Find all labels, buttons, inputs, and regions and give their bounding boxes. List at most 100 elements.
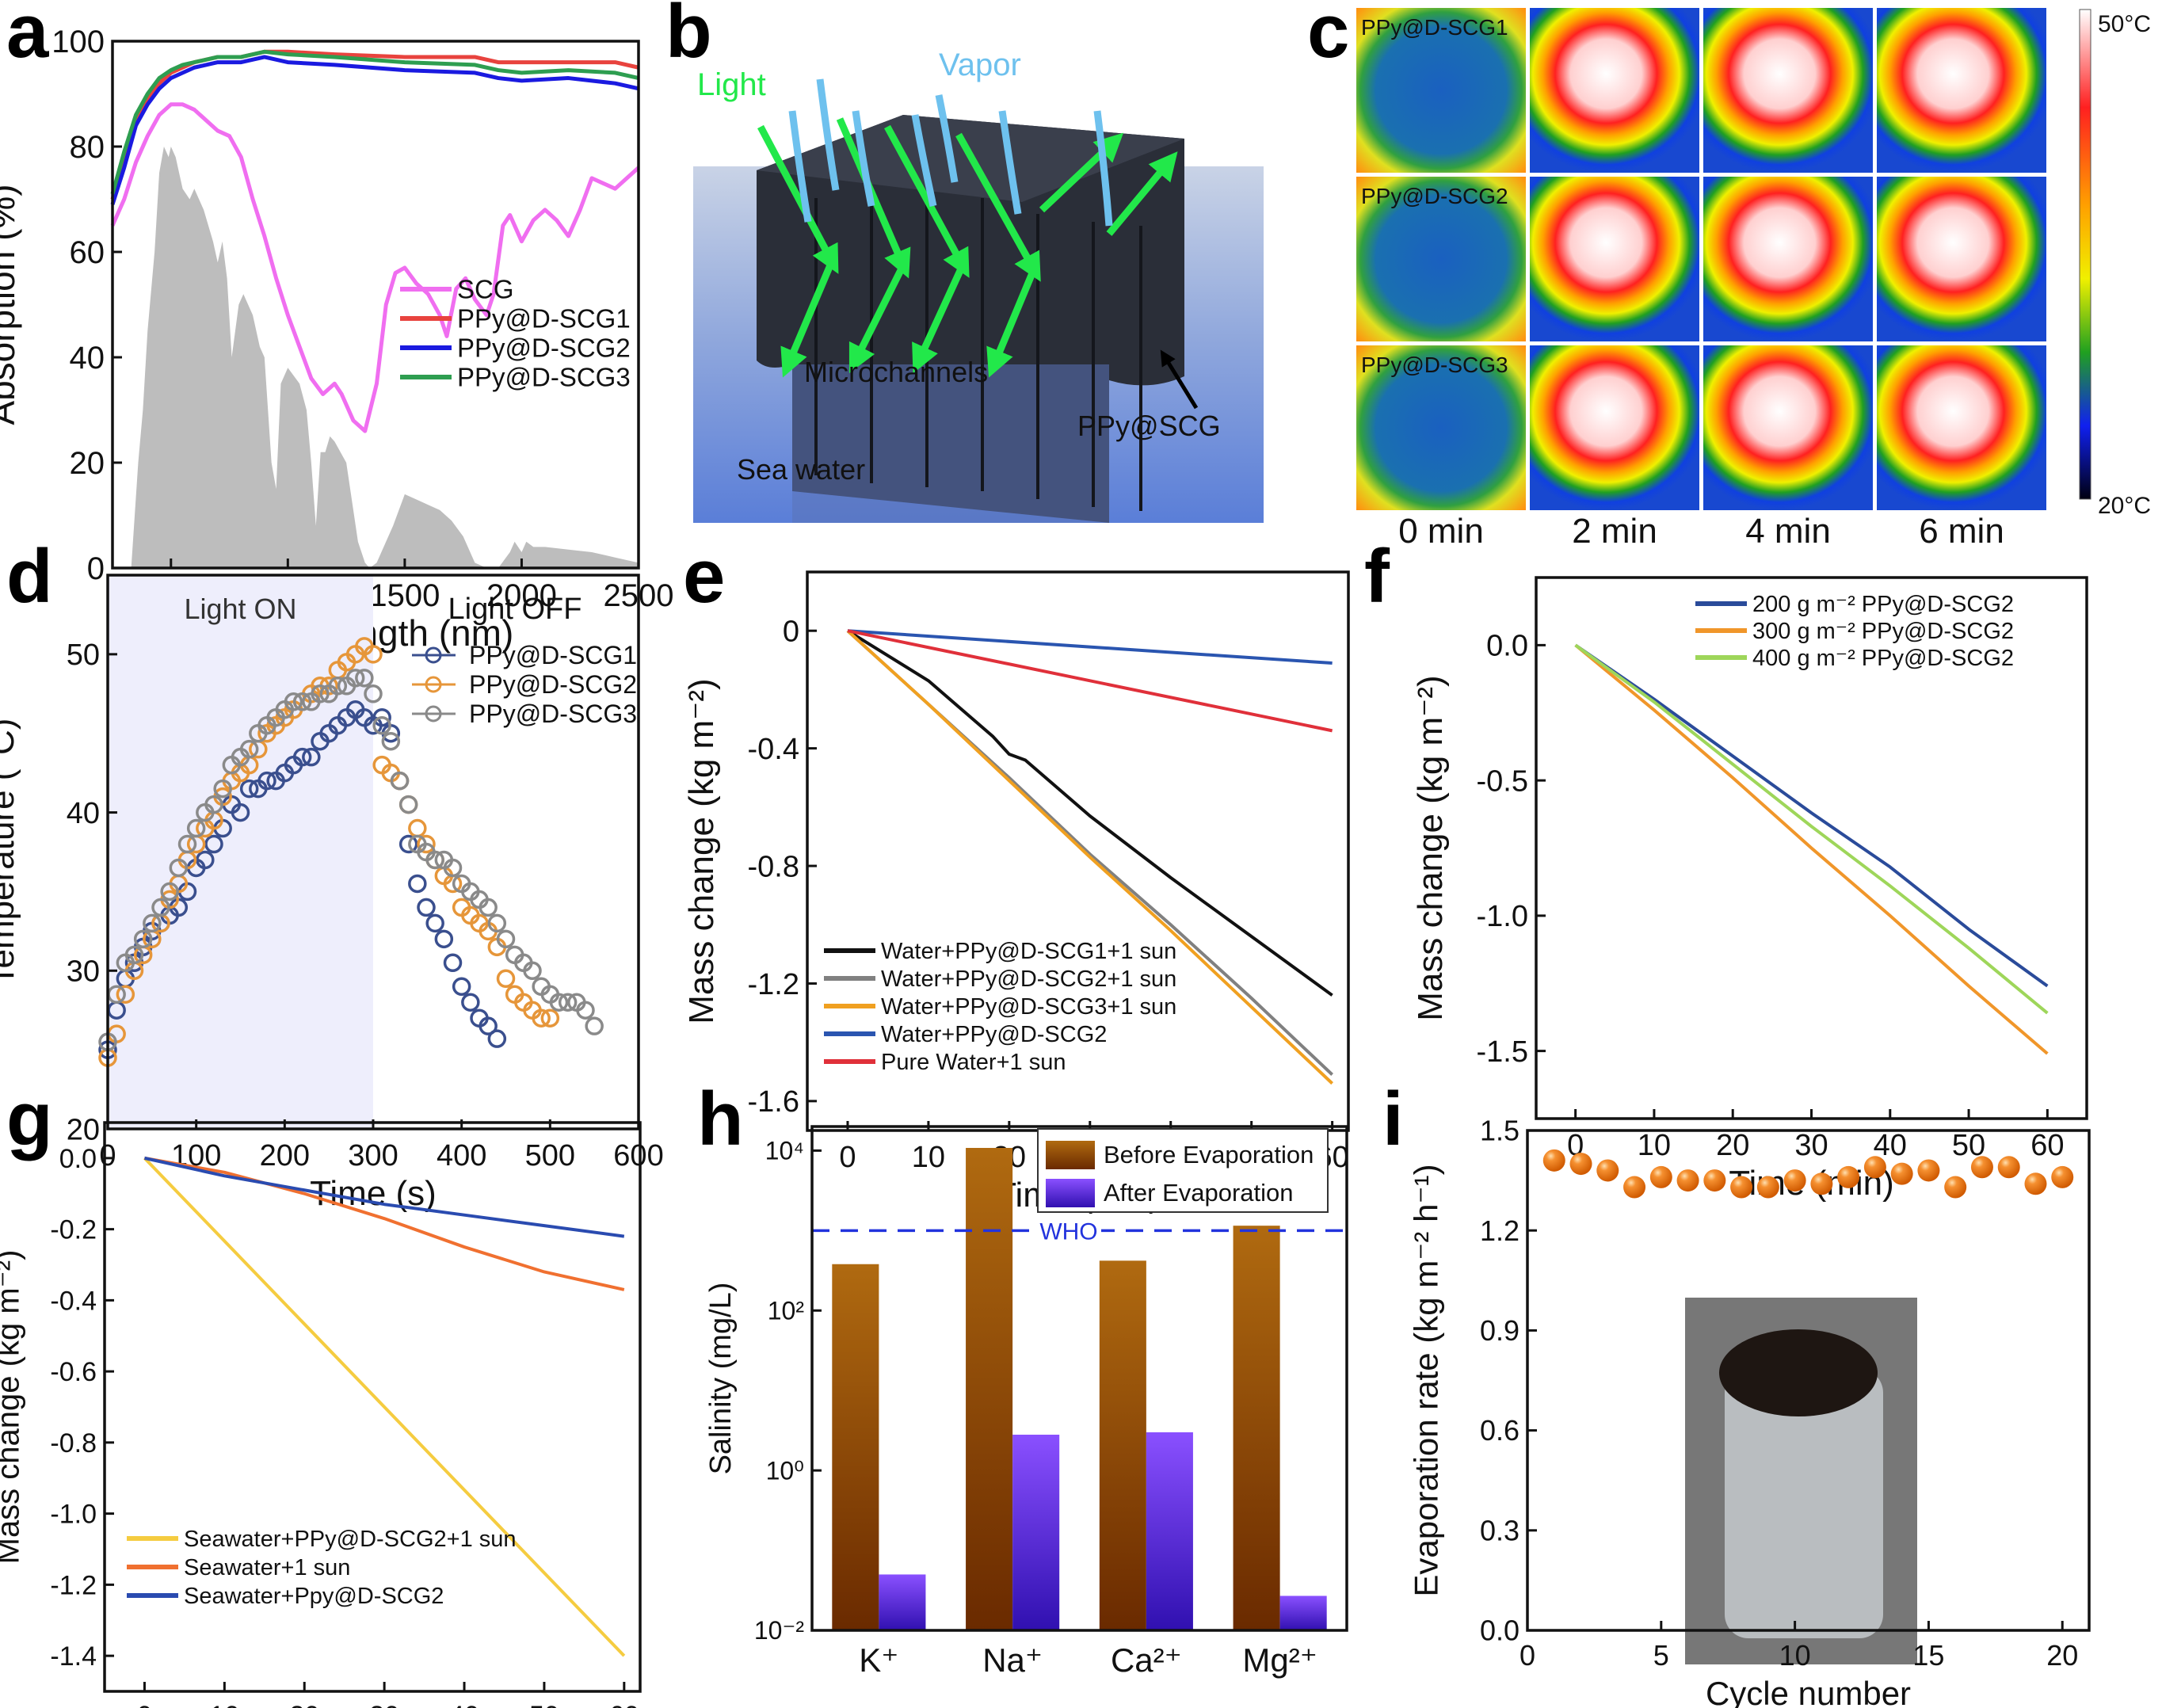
thermal-time-label: 6 min xyxy=(1919,512,2004,551)
series-line-4 xyxy=(847,629,1333,733)
y-tick-label: -0.5 xyxy=(1477,764,1528,798)
y-tick-label: 0.6 xyxy=(1480,1414,1520,1447)
solar-spectrum-area xyxy=(131,147,639,568)
x-tick-label: 40 xyxy=(1874,1129,1907,1162)
data-point xyxy=(1623,1176,1646,1199)
material-label: PPy@SCG xyxy=(1077,410,1221,442)
light-label: Light xyxy=(697,67,766,102)
series-line-2 xyxy=(846,629,1333,1085)
y-tick-label: -0.4 xyxy=(748,733,799,766)
data-point-0 xyxy=(408,874,427,894)
data-point-2 xyxy=(177,834,197,854)
data-point-2 xyxy=(443,858,463,878)
series-line-0 xyxy=(110,102,640,433)
light-on-region xyxy=(108,575,373,1129)
data-point xyxy=(1703,1169,1726,1192)
data-point-2 xyxy=(151,898,170,917)
legend-label: Water+PPy@D-SCG1+1 sun xyxy=(881,939,1176,964)
thermal-image xyxy=(1703,8,1873,173)
bar-before xyxy=(1233,1226,1280,1630)
data-point-0 xyxy=(398,834,418,854)
legend-label: Before Evaporation xyxy=(1104,1141,1314,1169)
data-point-0 xyxy=(479,1016,498,1035)
legend-label: Seawater+1 sun xyxy=(184,1555,350,1580)
x-tick-label: 20 xyxy=(1716,1129,1749,1162)
y-tick-label: -1.0 xyxy=(1477,900,1528,933)
y-axis-title: Absorption (%) xyxy=(0,184,22,425)
series-line-3 xyxy=(110,49,639,195)
thermal-image xyxy=(1703,345,1873,510)
data-point xyxy=(1970,1156,1993,1179)
data-point-0 xyxy=(204,834,223,854)
chart-a-absorption: 5001000150020002500020406080100Wavelengt… xyxy=(0,25,673,654)
data-point-2 xyxy=(381,731,401,751)
bar-before xyxy=(832,1264,879,1630)
legend-label: PPy@D-SCG1 xyxy=(469,641,637,669)
x-tick-label: 60 xyxy=(609,1701,639,1708)
data-point-1 xyxy=(496,969,516,989)
plot-frame xyxy=(810,1125,1348,1632)
y-axis-title: Evaporation rate (kg m⁻² h⁻¹) xyxy=(1407,1164,1444,1596)
plot-frame xyxy=(1526,1129,2091,1632)
data-point xyxy=(1917,1159,1940,1182)
series-line-0 xyxy=(846,629,1333,997)
y-tick-label: 0.0 xyxy=(1486,630,1528,663)
panel-label-h: h xyxy=(697,1077,744,1161)
thermal-image xyxy=(1356,177,1526,341)
x-axis-title: Cycle number xyxy=(1706,1675,1911,1708)
data-point-0 xyxy=(443,953,463,973)
y-tick-label: 10⁻² xyxy=(754,1616,804,1645)
legend-label: 400 g m⁻² PPy@D-SCG2 xyxy=(1752,646,2014,671)
y-tick-label: 100 xyxy=(51,25,105,59)
legend-label: Seawater+Ppy@D-SCG2 xyxy=(184,1584,444,1609)
data-point-0 xyxy=(302,747,321,767)
y-tick-label: -0.2 xyxy=(50,1215,97,1245)
data-point-1 xyxy=(417,834,436,854)
thermal-time-label: 0 min xyxy=(1398,512,1484,551)
y-tick-label: 0.0 xyxy=(59,1144,97,1174)
plot-frame xyxy=(111,40,640,570)
x-tick-label: 500 xyxy=(525,1139,575,1172)
data-point-0 xyxy=(292,747,312,767)
data-point-2 xyxy=(523,961,542,981)
panel-b-diagram: Light Vapor Microchannels PPy@SCG Sea wa… xyxy=(693,48,1264,523)
panel-label-c: c xyxy=(1307,0,1350,74)
legend-label: Seawater+PPy@D-SCG2+1 sun xyxy=(184,1527,517,1552)
panel-label-d: d xyxy=(6,534,53,619)
vapor-label: Vapor xyxy=(939,48,1021,82)
data-point-2 xyxy=(292,692,312,711)
y-tick-label: 80 xyxy=(70,130,105,165)
x-tick-label: 10 xyxy=(1779,1639,1811,1672)
data-point-2 xyxy=(364,684,383,703)
y-tick-label: 10⁰ xyxy=(766,1456,804,1485)
x-tick-label: 600 xyxy=(613,1139,663,1172)
data-point-2 xyxy=(496,929,516,949)
thermal-image xyxy=(1530,177,1699,341)
y-tick-label: -0.4 xyxy=(50,1286,97,1316)
x-tick-label: 0 xyxy=(1520,1639,1535,1672)
y-tick-label: 0.9 xyxy=(1480,1314,1520,1347)
data-point-2 xyxy=(355,669,374,688)
series-line-3 xyxy=(847,629,1333,665)
panel-label-b: b xyxy=(665,0,712,74)
panel-c-thermal-grid: PPy@D-SCG1 PPy@D-SCG2 PPy@D-SCG3 0 min 2 min… xyxy=(1356,8,2151,551)
legend-label: Pure Water+1 sun xyxy=(881,1050,1066,1075)
y-tick-label: -1.6 xyxy=(748,1085,799,1119)
category-label: Mg²⁺ xyxy=(1242,1641,1317,1679)
x-tick-label: 5 xyxy=(1653,1639,1669,1672)
legend-marker xyxy=(425,646,442,664)
data-point-2 xyxy=(487,913,507,933)
y-tick-label: -1.2 xyxy=(50,1570,97,1600)
light-arrows xyxy=(757,117,1178,378)
x-tick-label: 10 xyxy=(209,1701,239,1708)
data-point-0 xyxy=(257,771,276,791)
data-point-1 xyxy=(532,1008,551,1027)
y-tick-label: 50 xyxy=(67,639,100,672)
legend-marker xyxy=(425,676,442,693)
data-point-2 xyxy=(284,692,303,711)
who-label: WHO xyxy=(1039,1218,1097,1245)
submerged-part xyxy=(792,364,1109,523)
